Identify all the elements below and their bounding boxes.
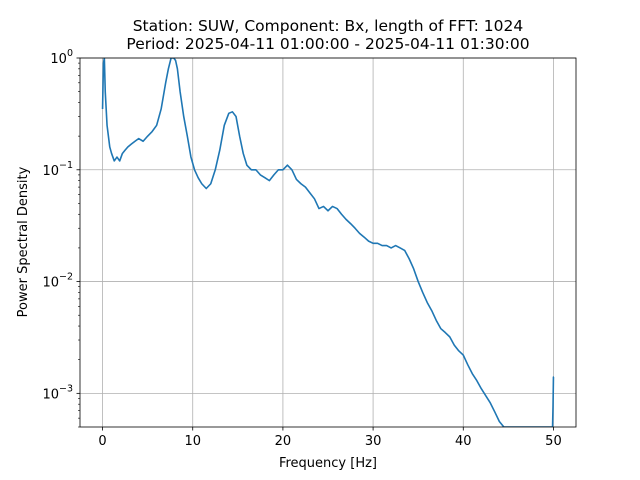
plot-frame xyxy=(79,57,577,428)
y-tick-label: 10−2 xyxy=(42,272,73,291)
x-axis-label: Frequency [Hz] xyxy=(279,456,377,471)
x-tick-label: 50 xyxy=(545,434,562,449)
x-tick-label: 0 xyxy=(98,434,106,449)
psd-series-line xyxy=(101,58,555,427)
x-tick-label: 20 xyxy=(275,434,292,449)
y-tick-label: 10−1 xyxy=(42,160,73,179)
chart-title-line2: Period: 2025-04-11 01:00:00 - 2025-04-11… xyxy=(126,35,529,53)
x-axis-ticks: 0 10 20 30 40 50 xyxy=(98,427,562,449)
x-tick-label: 10 xyxy=(184,434,201,449)
y-tick-label: 100 xyxy=(50,48,73,67)
plot-area xyxy=(80,58,576,427)
y-axis-label: Power Spectral Density xyxy=(16,166,31,317)
y-axis-ticks: 10−3 10−2 10−1 100 xyxy=(42,48,80,428)
y-tick-label: 10−3 xyxy=(42,383,73,402)
x-tick-label: 30 xyxy=(365,434,382,449)
x-tick-label: 40 xyxy=(455,434,472,449)
chart-title-line1: Station: SUW, Component: Bx, length of F… xyxy=(133,17,524,35)
